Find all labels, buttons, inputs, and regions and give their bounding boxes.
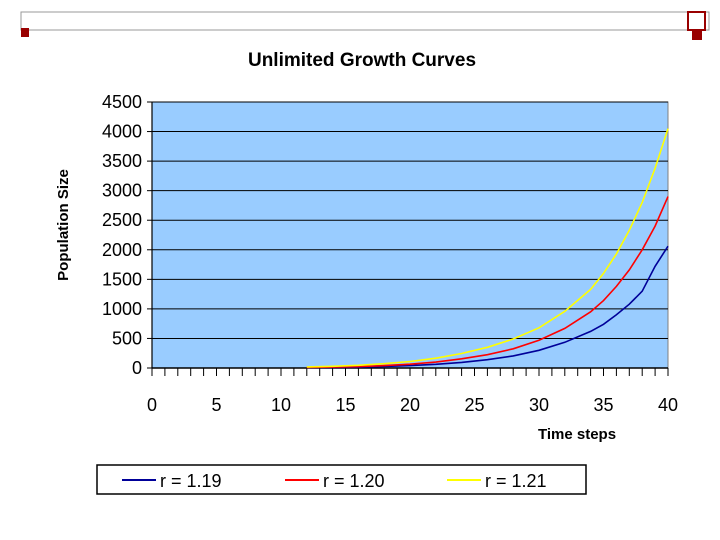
x-tick-label: 30 xyxy=(529,395,549,415)
slide-top-bar xyxy=(20,11,710,31)
x-tick-label: 5 xyxy=(211,395,221,415)
gridlines xyxy=(152,101,668,339)
y-tick-label: 2500 xyxy=(102,210,142,230)
x-axis-title: Time steps xyxy=(538,426,616,443)
legend: r = 1.19 r = 1.20 r = 1.21 xyxy=(96,464,587,495)
x-tick-label: 25 xyxy=(464,395,484,415)
y-tick-label: 1500 xyxy=(102,269,142,289)
x-tick-label: 0 xyxy=(147,395,157,415)
y-tick-label: 2000 xyxy=(102,240,142,260)
slide-corner-marker-left xyxy=(21,28,29,37)
y-tick-label: 1000 xyxy=(102,299,142,319)
y-axis-title: Population Size xyxy=(55,169,72,281)
x-tick-label: 20 xyxy=(400,395,420,415)
x-tick-label: 10 xyxy=(271,395,291,415)
series-line-3 xyxy=(306,128,669,368)
series-line-1 xyxy=(306,245,669,369)
x-tick-label: 15 xyxy=(335,395,355,415)
y-tick-label: 4500 xyxy=(102,92,142,112)
y-tick-label: 500 xyxy=(112,328,142,348)
series-lines xyxy=(306,128,669,369)
y-tick-label: 0 xyxy=(132,358,142,378)
legend-label-3: r = 1.21 xyxy=(485,471,547,491)
legend-label-1: r = 1.19 xyxy=(160,471,222,491)
x-tick-label: 40 xyxy=(658,395,678,415)
y-axis-ticks: 0 500 1000 1500 2000 2500 3000 3500 4000 4500 xyxy=(102,92,153,378)
x-axis-ticks: 0 5 10 15 20 25 30 35 40 xyxy=(147,367,678,415)
y-tick-label: 3000 xyxy=(102,181,142,201)
legend-box xyxy=(96,464,587,495)
y-tick-label: 4000 xyxy=(102,122,142,142)
chart-title: Unlimited Growth Curves xyxy=(248,50,476,71)
plot-area xyxy=(151,101,669,369)
y-tick-label: 3500 xyxy=(102,151,142,171)
legend-label-2: r = 1.20 xyxy=(323,471,385,491)
series-line-2 xyxy=(306,196,669,369)
slide-corner-marker-right-small xyxy=(692,30,702,40)
x-tick-label: 35 xyxy=(593,395,613,415)
